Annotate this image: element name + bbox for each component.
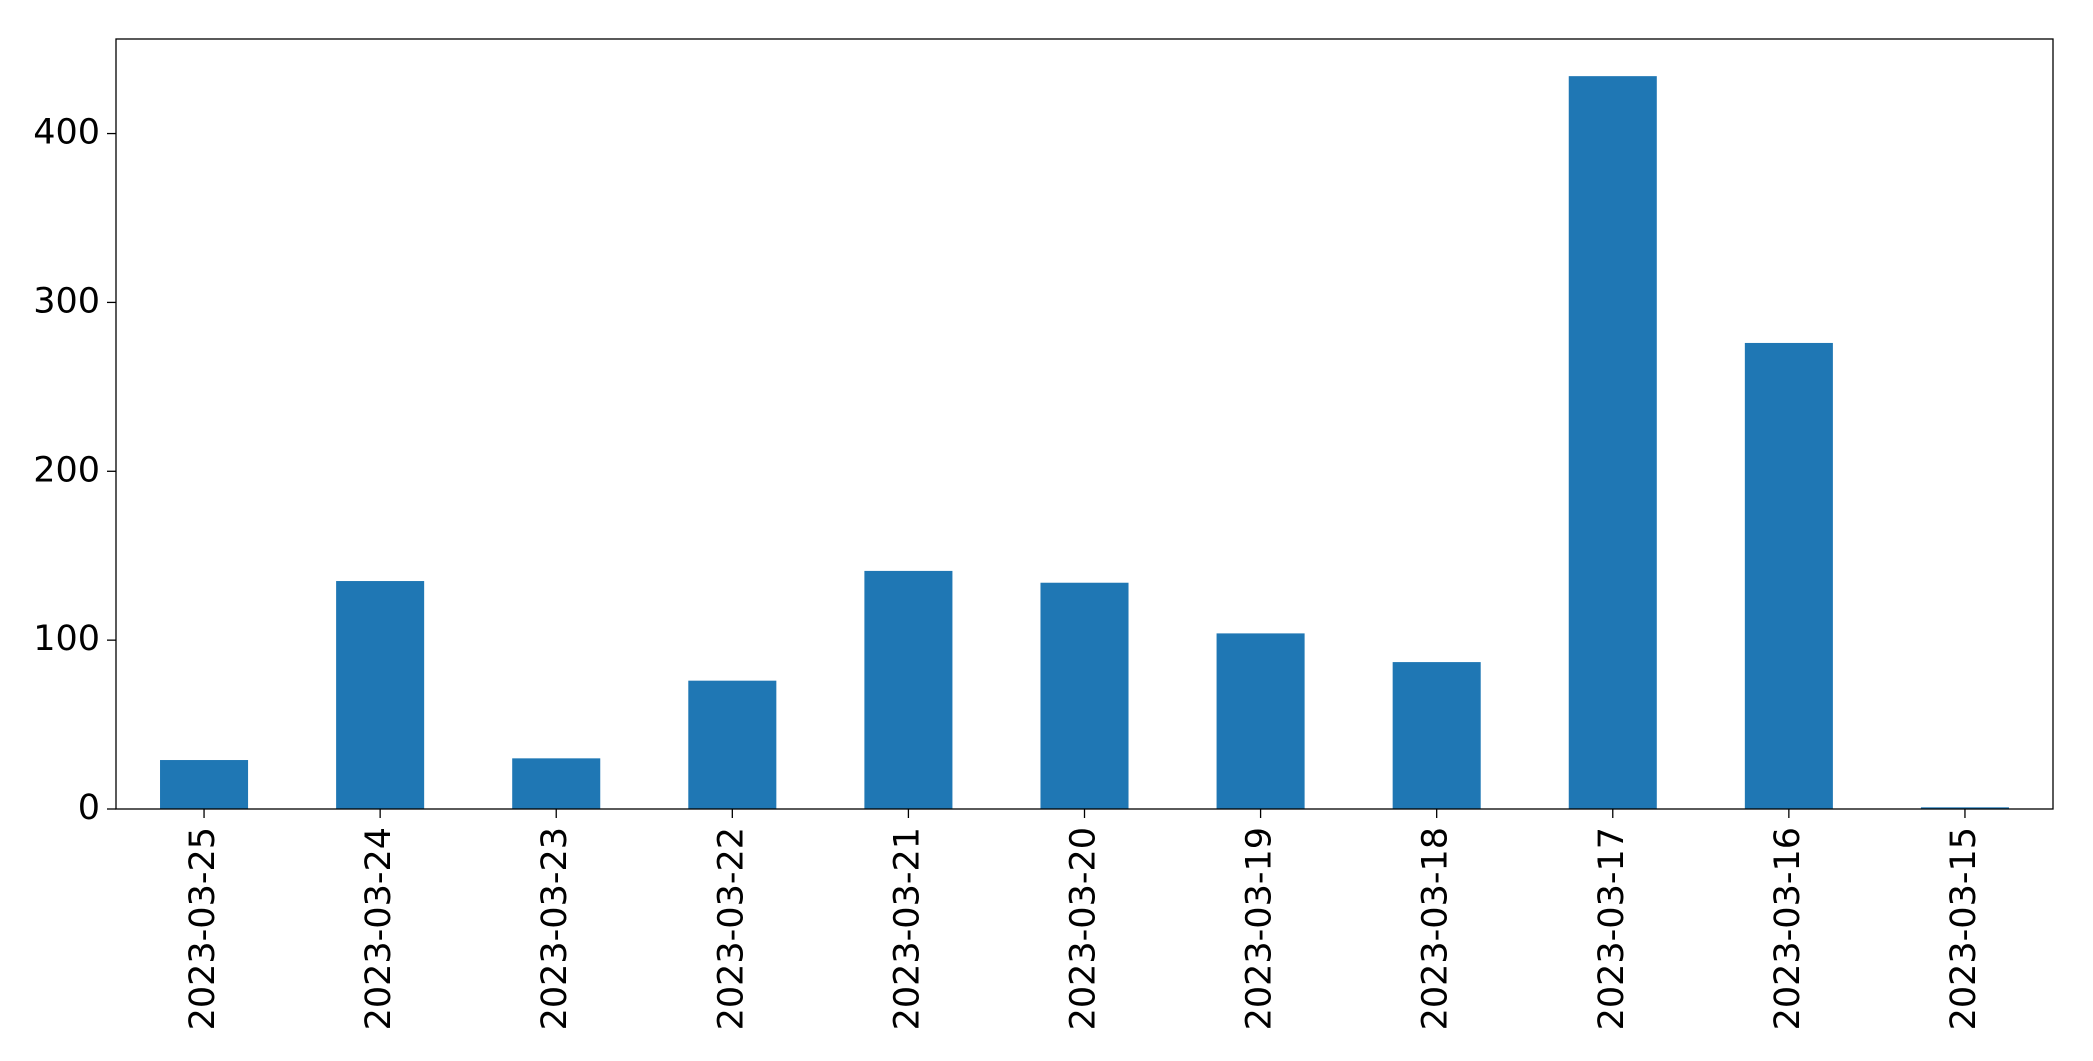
y-tick-label: 100 — [33, 619, 100, 659]
bar — [688, 680, 777, 809]
x-tick-label: 2023-03-20 — [1064, 827, 1104, 1030]
bar — [1216, 633, 1305, 809]
x-tick-label: 2023-03-24 — [359, 827, 399, 1030]
x-tick-label: 2023-03-22 — [711, 827, 751, 1030]
y-tick-label: 0 — [78, 788, 100, 828]
x-tick-label: 2023-03-18 — [1416, 827, 1456, 1030]
x-tick-label: 2023-03-23 — [535, 827, 575, 1030]
plot-frame — [115, 38, 2054, 810]
x-tick-label: 2023-03-16 — [1768, 827, 1808, 1030]
bar — [1920, 807, 2009, 809]
bar — [1568, 76, 1657, 810]
bar — [1392, 662, 1481, 809]
bar — [512, 758, 601, 809]
bar — [1040, 582, 1129, 809]
y-tick-label: 400 — [33, 113, 100, 153]
x-tick-label: 2023-03-19 — [1240, 827, 1280, 1030]
x-tick-label: 2023-03-21 — [887, 827, 927, 1030]
x-tick-label: 2023-03-15 — [1944, 827, 1984, 1030]
y-tick-label: 300 — [33, 281, 100, 321]
bar — [160, 760, 249, 809]
x-tick-label: 2023-03-17 — [1592, 827, 1632, 1030]
bar — [864, 570, 953, 809]
bar — [336, 581, 425, 809]
bar — [1744, 342, 1833, 809]
x-tick-label: 2023-03-25 — [183, 827, 223, 1030]
y-tick-label: 200 — [33, 450, 100, 490]
